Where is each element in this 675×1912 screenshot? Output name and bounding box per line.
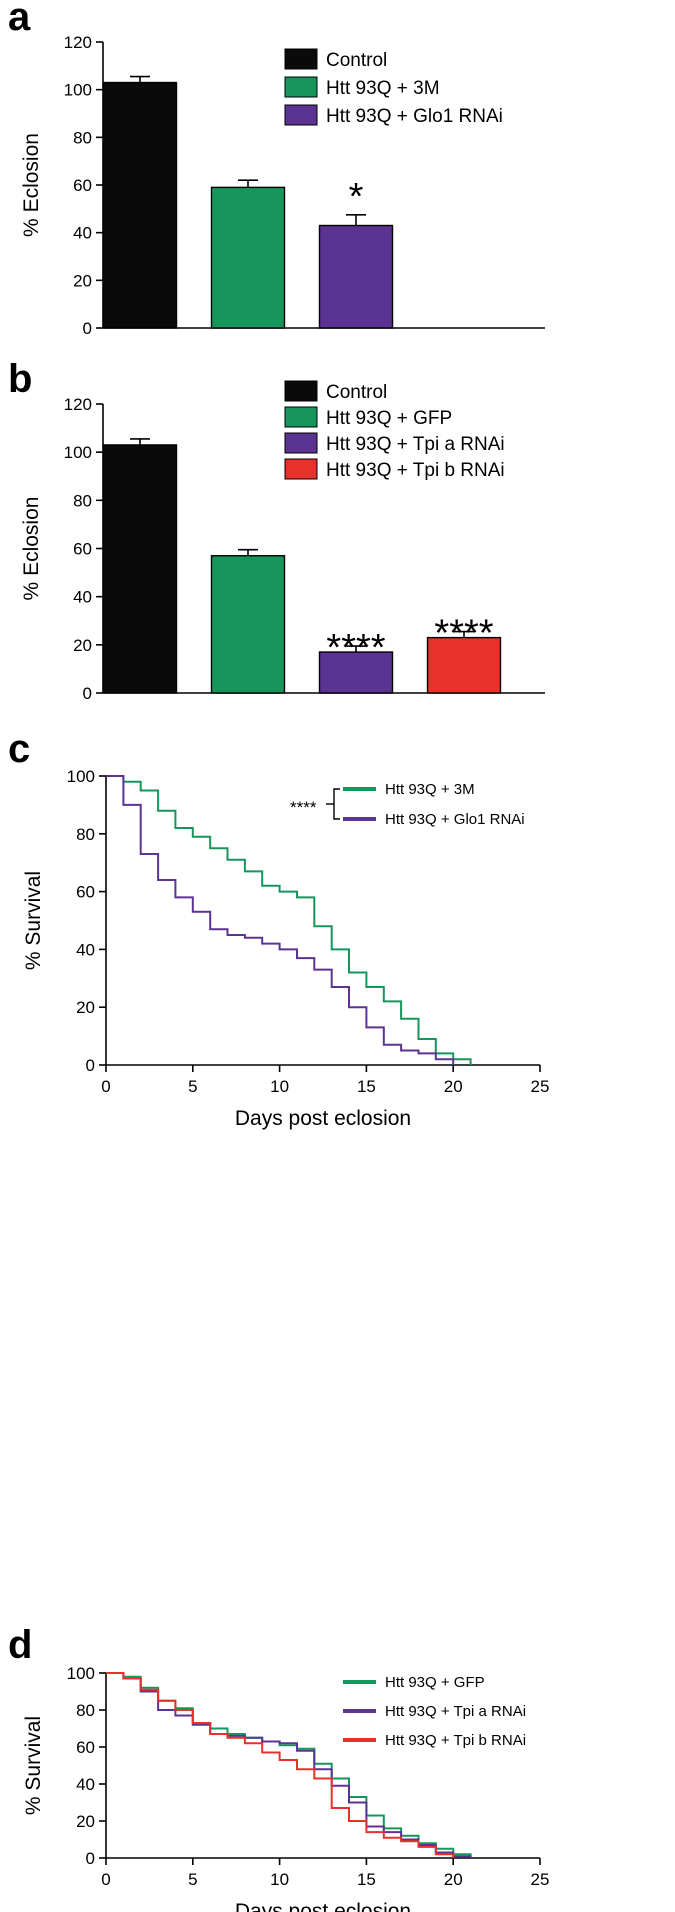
- x-tick-label: 15: [357, 1870, 376, 1889]
- legend-swatch: [284, 76, 318, 98]
- y-tick-label: 20: [76, 1812, 95, 1831]
- survival-line-purple: [106, 775, 455, 1065]
- y-tick-label: 0: [86, 1056, 95, 1075]
- legend-swatch: [284, 380, 318, 402]
- legend-swatch: [284, 406, 318, 428]
- bar-purple: [318, 651, 394, 694]
- legend-swatch: [284, 458, 318, 480]
- panel-c: c 0 20 40 60 80 100 % Survival 0 5 10 15 20 25 Days po…: [8, 727, 549, 1130]
- panel-b: b 0 20 40 60 80 100 120 % Eclosion **** **** Contro…: [8, 357, 545, 703]
- y-tick-label: 20: [73, 271, 92, 290]
- y-tick-label: 40: [73, 588, 92, 607]
- y-tick-label: 100: [64, 81, 92, 100]
- legend-swatch: [284, 104, 318, 126]
- survival-line-green: [106, 775, 472, 1065]
- bar-purple: [318, 224, 394, 329]
- y-tick-label: 120: [64, 395, 92, 414]
- significance-marker: ****: [326, 627, 385, 669]
- y-tick-label: 60: [76, 1738, 95, 1757]
- legend-swatch: [284, 48, 318, 70]
- bar-green: [210, 186, 286, 329]
- panel-letter: d: [8, 1623, 32, 1667]
- legend-swatch: [284, 432, 318, 454]
- significance-marker: ****: [290, 798, 317, 817]
- x-tick-label: 25: [531, 1870, 550, 1889]
- y-tick-label: 80: [76, 1701, 95, 1720]
- y-tick-label: 40: [76, 940, 95, 959]
- y-tick-label: 40: [73, 224, 92, 243]
- y-tick-label: 0: [83, 319, 92, 338]
- y-tick-label: 100: [67, 1664, 95, 1683]
- y-tick-label: 20: [73, 636, 92, 655]
- y-tick-label: 100: [67, 767, 95, 786]
- legend-label: Htt 93Q + 3M: [385, 781, 475, 798]
- legend-label: Control: [326, 382, 387, 403]
- bar-green: [210, 555, 286, 694]
- panel-letter: a: [8, 0, 31, 39]
- y-tick-label: 0: [86, 1849, 95, 1868]
- legend-label: Htt 93Q + Tpi b RNAi: [326, 460, 505, 481]
- x-tick-label: 15: [357, 1077, 376, 1096]
- legend-label: Control: [326, 50, 387, 71]
- x-tick-label: 10: [270, 1077, 289, 1096]
- x-tick-label: 10: [270, 1870, 289, 1889]
- legend-label: Htt 93Q + Glo1 RNAi: [385, 811, 525, 828]
- legend-label: Htt 93Q + GFP: [326, 408, 452, 429]
- legend-label: Htt 93Q + Tpi b RNAi: [385, 1732, 526, 1749]
- y-tick-label: 80: [76, 825, 95, 844]
- y-tick-label: 0: [83, 684, 92, 703]
- y-axis-title: % Survival: [22, 871, 45, 970]
- x-tick-label: 0: [101, 1870, 110, 1889]
- x-tick-label: 25: [531, 1077, 550, 1096]
- y-tick-label: 60: [73, 176, 92, 195]
- x-tick-label: 20: [444, 1870, 463, 1889]
- legend-label: Htt 93Q + 3M: [326, 78, 440, 99]
- panel-a: a 0 20 40 60 80 100 120 % Eclosion * Control Htt 93…: [8, 0, 545, 338]
- y-tick-label: 20: [76, 998, 95, 1017]
- y-tick-label: 100: [64, 443, 92, 462]
- panel-letter: b: [8, 357, 32, 401]
- legend-label: Htt 93Q + Glo1 RNAi: [326, 106, 503, 127]
- legend-label: Htt 93Q + Tpi a RNAi: [385, 1703, 526, 1720]
- bar-red: [426, 636, 502, 694]
- x-tick-label: 5: [188, 1870, 197, 1889]
- bar-black: [102, 444, 178, 694]
- x-axis-title: Days post eclosion: [235, 1900, 411, 1912]
- y-tick-label: 80: [73, 128, 92, 147]
- y-axis-title: % Eclosion: [20, 133, 43, 237]
- significance-marker: *: [349, 176, 364, 218]
- legend-label: Htt 93Q + Tpi a RNAi: [326, 434, 505, 455]
- survival-line-red: [106, 1672, 455, 1858]
- x-tick-label: 0: [101, 1077, 110, 1096]
- significance-marker: ****: [434, 613, 493, 655]
- x-axis-title: Days post eclosion: [235, 1107, 411, 1130]
- panel-letter: c: [8, 727, 30, 771]
- y-tick-label: 40: [76, 1775, 95, 1794]
- y-axis-title: % Eclosion: [20, 497, 43, 601]
- legend-label: Htt 93Q + GFP: [385, 1674, 485, 1691]
- bar-black: [102, 81, 178, 329]
- y-tick-label: 120: [64, 33, 92, 52]
- y-tick-label: 60: [73, 540, 92, 559]
- y-tick-label: 80: [73, 491, 92, 510]
- x-tick-label: 5: [188, 1077, 197, 1096]
- panel-d: d 0 20 40 60 80 100 % Survival 0 5 10 15 20 25 Days po…: [8, 1623, 549, 1912]
- y-tick-label: 60: [76, 883, 95, 902]
- y-axis-title: % Survival: [22, 1716, 45, 1815]
- x-tick-label: 20: [444, 1077, 463, 1096]
